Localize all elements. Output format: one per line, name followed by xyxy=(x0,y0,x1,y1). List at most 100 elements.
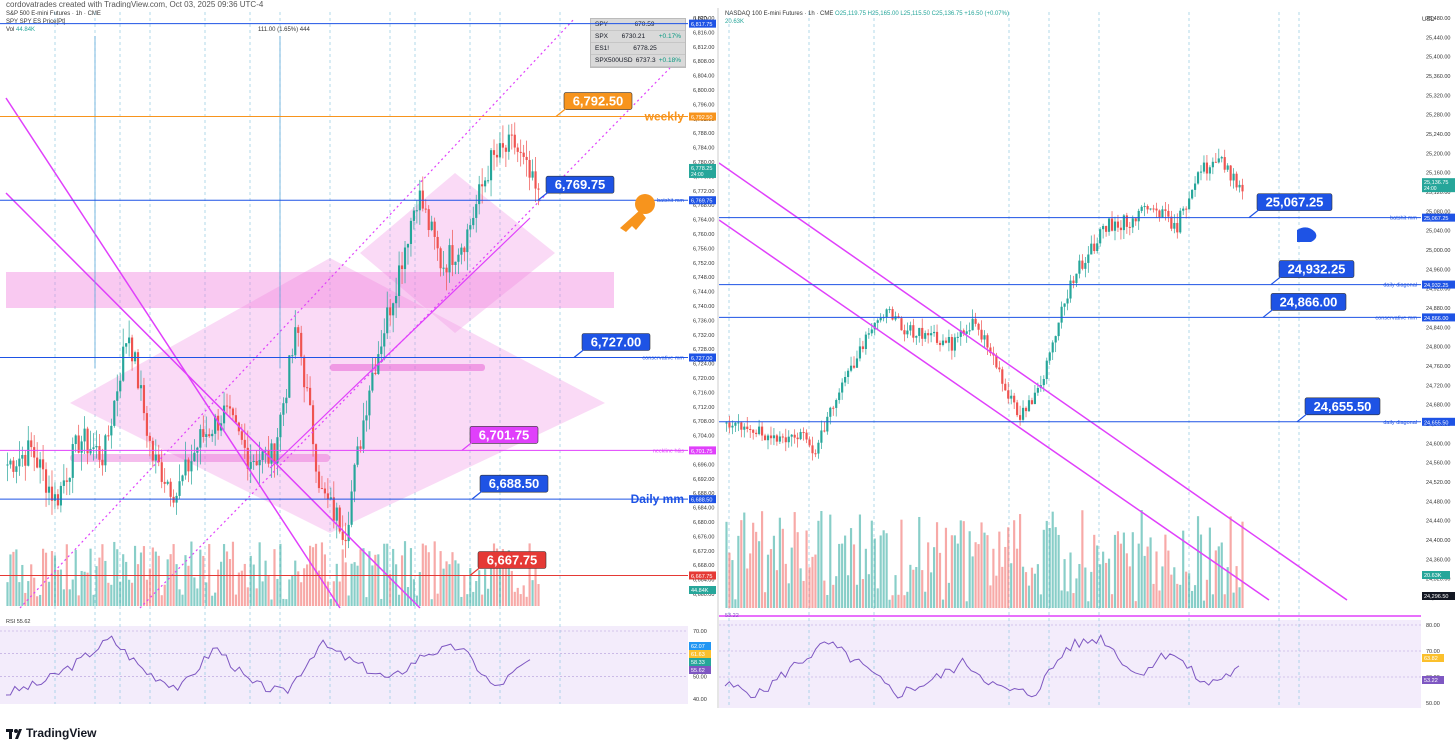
candle-body xyxy=(338,507,341,532)
candle-body xyxy=(793,434,796,438)
price-tick: 25,240.00 xyxy=(1426,132,1450,138)
volume-bar xyxy=(142,546,146,606)
volume-bar xyxy=(1193,585,1197,608)
volume-bar xyxy=(1146,546,1149,608)
candle-body xyxy=(33,447,36,458)
volume-bar xyxy=(977,544,980,608)
candle-body xyxy=(864,334,867,349)
nq-chart-pane[interactable]: NASDAQ 100 E-mini Futures · 1h · CME O25… xyxy=(719,8,1456,708)
es-chart-svg[interactable]: 6,820.00 6,816.00 6,812.00 6,808.00 6,804.00… xyxy=(0,8,717,708)
volume-bar xyxy=(326,581,329,606)
price-tick: 24,320.00 xyxy=(1426,577,1450,583)
volume-bar xyxy=(36,596,39,606)
volume-bar xyxy=(199,549,202,606)
candle-body xyxy=(228,406,232,409)
tradingview-watermark: TradingView xyxy=(6,726,96,740)
candle-body xyxy=(56,494,59,506)
candle-body xyxy=(86,428,89,454)
volume-bar xyxy=(282,598,285,606)
volume-bar xyxy=(528,543,531,606)
price-tick: 6,748.00 xyxy=(693,275,714,281)
candle-body xyxy=(1167,210,1170,217)
pane-divider[interactable] xyxy=(717,8,719,708)
volume-bar xyxy=(805,530,808,608)
volume-bar xyxy=(89,548,92,606)
rsi-badge xyxy=(689,650,711,658)
volume-bar xyxy=(1084,567,1087,608)
volume-bar xyxy=(781,528,784,608)
volume-bar xyxy=(56,569,59,606)
volume-bar xyxy=(1004,546,1007,608)
candle-body xyxy=(6,464,9,466)
volume-bar xyxy=(398,594,401,606)
candle-body xyxy=(1001,369,1004,384)
watchlist-row[interactable]: SPX 6730.21 +0.17% xyxy=(591,31,685,43)
price-tick: 6,724.00 xyxy=(693,362,714,368)
volume-bar xyxy=(737,535,740,608)
candle-body xyxy=(475,204,478,218)
volume-bar xyxy=(487,588,490,606)
volume-bar xyxy=(62,589,65,606)
candle-body xyxy=(528,159,531,178)
candle-body xyxy=(1090,243,1093,255)
candle-body xyxy=(1102,225,1105,230)
candle-body xyxy=(80,441,83,453)
volume-bar xyxy=(989,585,992,608)
volume-bar xyxy=(826,594,829,608)
volume-bar xyxy=(116,549,119,606)
price-callout xyxy=(1304,397,1381,416)
volume-bar xyxy=(1164,534,1167,608)
volume-bar xyxy=(921,570,924,608)
volume-bar xyxy=(1155,551,1158,608)
es-chart-pane[interactable]: S&P 500 E-mini Futures · 1h · CME SPY SP… xyxy=(0,8,717,708)
volume-bar xyxy=(1122,532,1125,608)
candle-body xyxy=(356,446,359,465)
watchlist-row[interactable]: SPY 670.59 xyxy=(591,19,685,31)
es-subtitle: SPY SPY ES Price[Pt] xyxy=(6,19,66,25)
volume-bar xyxy=(122,554,125,606)
candle-body xyxy=(89,448,92,454)
price-callout-pointer xyxy=(1270,276,1282,286)
candle-body xyxy=(240,431,243,440)
candle-body xyxy=(763,435,767,441)
rsi-tick: 50.00 xyxy=(1426,701,1440,707)
price-tick: 6,800.00 xyxy=(693,88,714,94)
volume-bar xyxy=(119,581,122,606)
rsi-badge-text: 63.82 xyxy=(1424,656,1438,662)
candle-body xyxy=(959,330,962,337)
candle-body xyxy=(398,265,401,296)
price-tick: 24,960.00 xyxy=(1426,267,1450,273)
candle-body xyxy=(746,426,749,429)
candle-body xyxy=(332,497,335,521)
candle-body xyxy=(885,309,888,318)
volume-bar xyxy=(1223,594,1226,608)
candle-body xyxy=(1072,280,1075,284)
rsi-badge xyxy=(689,642,711,650)
watchlist-row[interactable]: SPX500USD 6737.3 +0.18% xyxy=(591,55,685,67)
vol-tag xyxy=(1422,571,1450,579)
volume-bar xyxy=(820,510,823,608)
nq-chart-svg[interactable]: 25,480.00 25,440.00 25,400.00 25,360.00 25,3… xyxy=(719,8,1456,708)
volume-bar xyxy=(743,512,746,608)
candle-body xyxy=(484,180,487,187)
volume-bar xyxy=(959,520,962,608)
volume-bar xyxy=(347,595,350,606)
price-tick: 6,740.00 xyxy=(693,304,714,310)
volume-bar xyxy=(433,541,436,606)
volume-bar xyxy=(1087,601,1090,608)
rsi-badge-text: 62.07 xyxy=(691,644,705,650)
volume-bar xyxy=(193,577,196,606)
watchlist-table: SPY 670.59 SPX 6730.21 +0.17% ES1! 6778.25 SPX5… xyxy=(590,18,686,68)
candle-body xyxy=(1241,184,1244,192)
candle-body xyxy=(442,267,445,269)
rsi-background xyxy=(0,626,688,704)
watchlist-row[interactable]: ES1! 6778.25 xyxy=(591,43,685,55)
candle-body xyxy=(811,445,814,454)
volume-bar xyxy=(775,570,778,608)
volume-bar xyxy=(418,572,421,606)
level-price-tag xyxy=(689,446,716,455)
candle-body xyxy=(249,462,252,469)
volume-bar xyxy=(306,564,309,606)
candle-body xyxy=(1027,400,1031,412)
candle-body xyxy=(501,143,504,148)
